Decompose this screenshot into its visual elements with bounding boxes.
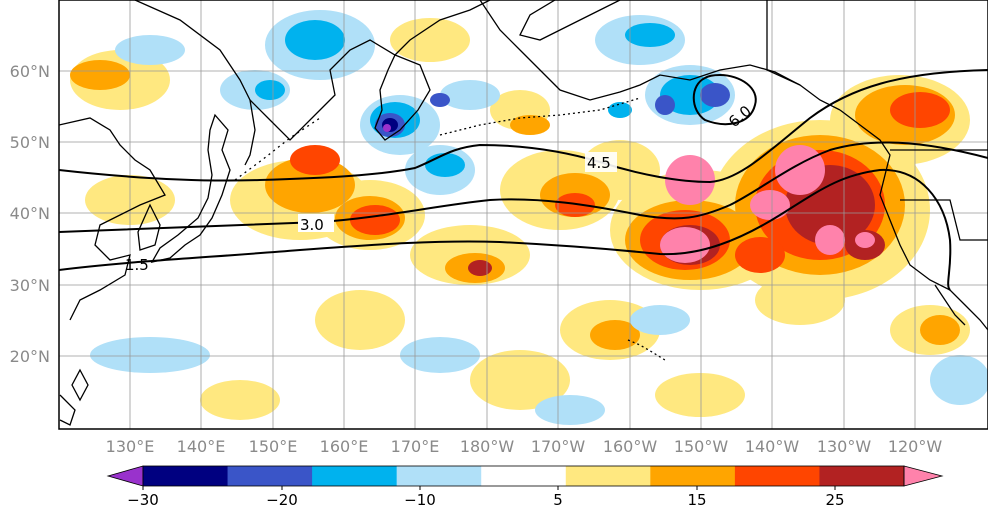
contour-labels: 1.5 3.0 4.5 6.0 bbox=[125, 102, 755, 274]
lon-label: 130°E bbox=[106, 437, 155, 456]
lon-label: 170°E bbox=[391, 437, 440, 456]
map-frame bbox=[58, 0, 988, 430]
longitude-labels: 130°E 140°E 150°E 160°E 170°E 180°W 170°… bbox=[106, 437, 943, 456]
lon-label: 150°W bbox=[674, 437, 729, 456]
anomaly-shading bbox=[70, 10, 988, 425]
colorbar-tick-label: 25 bbox=[825, 491, 844, 509]
colorbar-extend-high bbox=[903, 465, 944, 487]
colorbar-bin bbox=[650, 466, 736, 486]
lon-label: 150°E bbox=[249, 437, 298, 456]
colorbar-tick-label: −20 bbox=[266, 491, 298, 509]
colorbar-bin bbox=[227, 466, 313, 486]
colorbar-bin bbox=[734, 466, 820, 486]
lat-label: 40°N bbox=[10, 204, 50, 223]
colorbar-extend-low bbox=[106, 465, 144, 487]
lon-label: 120°W bbox=[888, 437, 943, 456]
lon-label: 140°E bbox=[177, 437, 226, 456]
colorbar-bin bbox=[143, 466, 229, 486]
colorbar-tick-label: 5 bbox=[553, 491, 563, 509]
colorbar-bin bbox=[565, 466, 651, 486]
contour-label-1-5: 1.5 bbox=[125, 256, 149, 274]
colorbar-bin bbox=[819, 466, 905, 486]
lon-label: 180°W bbox=[460, 437, 515, 456]
lat-label: 60°N bbox=[10, 62, 50, 81]
lon-label: 160°W bbox=[603, 437, 658, 456]
lat-label: 30°N bbox=[10, 276, 50, 295]
lon-label: 140°W bbox=[745, 437, 800, 456]
lon-label: 160°E bbox=[320, 437, 369, 456]
colorbar-bin bbox=[396, 466, 482, 486]
lon-label: 130°W bbox=[817, 437, 872, 456]
colorbar-tick-label: 15 bbox=[687, 491, 706, 509]
latitude-labels: 60°N 50°N 40°N 30°N 20°N bbox=[10, 62, 50, 366]
colorbar-tick-label: −10 bbox=[404, 491, 436, 509]
colorbar-bin bbox=[481, 466, 567, 486]
contour-label-3-0: 3.0 bbox=[300, 216, 324, 234]
coastlines bbox=[59, 0, 988, 426]
lon-label: 170°W bbox=[531, 437, 586, 456]
colorbar-frame bbox=[142, 465, 905, 487]
colorbar bbox=[106, 465, 944, 490]
colorbar-tick-label: −30 bbox=[127, 491, 159, 509]
contour-lines bbox=[59, 69, 988, 291]
contour-label-4-5: 4.5 bbox=[587, 154, 611, 172]
lat-label: 20°N bbox=[10, 347, 50, 366]
colorbar-bin bbox=[312, 466, 398, 486]
colorbar-tick-labels: −30 −20 −10 5 15 25 bbox=[127, 491, 844, 509]
lat-label: 50°N bbox=[10, 133, 50, 152]
